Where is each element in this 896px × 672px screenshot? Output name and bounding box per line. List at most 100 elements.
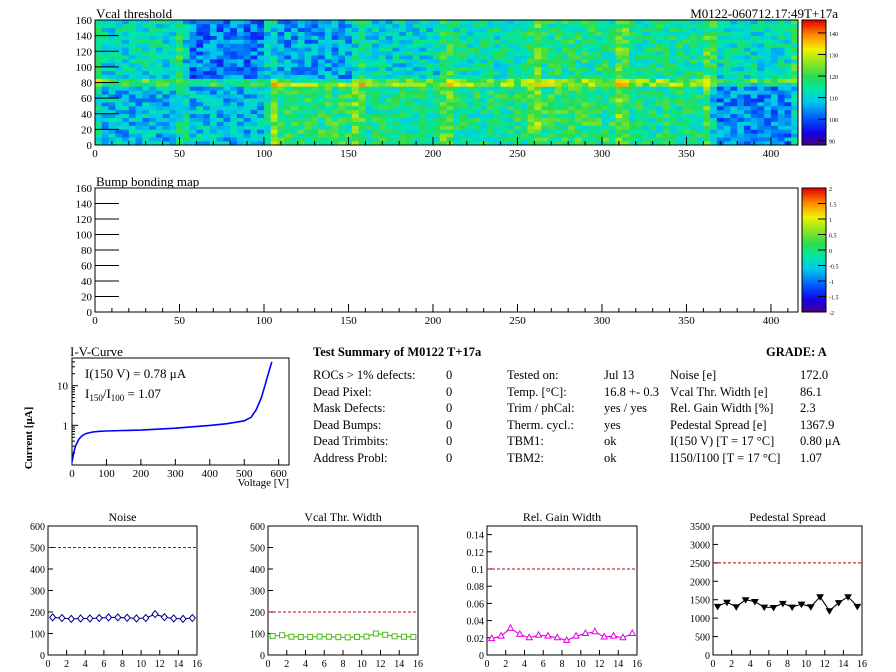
- vcal-cell: [784, 20, 792, 25]
- x-tick-label: 2: [503, 659, 508, 670]
- vcal-cell: [365, 35, 373, 40]
- x-tick-label: 300: [594, 315, 611, 327]
- vcal-cell: [358, 117, 366, 122]
- vcal-cell: [568, 141, 576, 146]
- vcal-cell: [656, 94, 664, 99]
- vcal-cell: [378, 113, 386, 118]
- vcal-cell: [730, 23, 738, 29]
- vcal-cell: [439, 141, 447, 146]
- vcal-cell: [561, 117, 569, 122]
- vcal-cell: [656, 47, 664, 52]
- vcal-cell: [257, 133, 265, 138]
- vcal-cell: [108, 51, 116, 56]
- vcal-cell: [182, 102, 190, 107]
- vcal-cell: [304, 70, 312, 75]
- vcal-cell: [291, 66, 299, 72]
- vcal-cell: [230, 23, 238, 29]
- small-plot-frame: [712, 525, 863, 656]
- vcal-cell: [297, 35, 305, 40]
- vcal-cell: [710, 86, 718, 91]
- data-point: [732, 604, 741, 611]
- vcal-cell: [507, 141, 515, 146]
- vcal-cell: [95, 98, 103, 103]
- vcal-cell: [155, 27, 163, 33]
- vcal-cell: [446, 35, 454, 40]
- vcal-cell: [291, 47, 299, 52]
- vcal-cell: [182, 35, 190, 40]
- vcal-cell: [108, 102, 116, 107]
- vcal-cell: [378, 59, 386, 64]
- vcal-cell: [777, 51, 785, 56]
- vcal-cell: [223, 23, 231, 29]
- vcal-cell: [764, 90, 772, 95]
- vcal-cell: [439, 59, 447, 64]
- vcal-cell: [635, 82, 643, 87]
- vcal-cell: [385, 59, 393, 64]
- vcal-cell: [351, 133, 359, 138]
- vcal-cell: [412, 78, 420, 83]
- colorbar-band: [802, 277, 826, 281]
- vcal-cell: [142, 82, 150, 87]
- vcal-cell: [493, 125, 501, 130]
- vcal-cell: [527, 20, 535, 25]
- vcal-cell: [108, 121, 116, 126]
- vcal-cell: [142, 129, 150, 134]
- vcal-cell: [101, 47, 109, 52]
- vcal-cell: [399, 102, 407, 107]
- vcal-cell: [426, 94, 434, 99]
- vcal-cell: [182, 109, 190, 115]
- vcal-cell: [547, 55, 555, 60]
- vcal-cell: [230, 113, 238, 118]
- colorbar-band: [802, 230, 826, 234]
- vcal-cell: [547, 51, 555, 56]
- vcal-cell: [385, 43, 393, 48]
- vcal-cell: [595, 62, 603, 68]
- vcal-cell: [750, 82, 758, 87]
- vcal-cell: [777, 62, 785, 68]
- vcal-cell: [608, 105, 616, 111]
- vcal-cell: [547, 113, 555, 118]
- vcal-cell: [764, 59, 772, 64]
- vcal-cell: [128, 55, 136, 60]
- vcal-cell: [128, 47, 136, 52]
- vcal-cell: [351, 141, 359, 146]
- vcal-cell: [399, 125, 407, 130]
- vcal-cell: [642, 59, 650, 64]
- vcal-cell: [412, 113, 420, 118]
- vcal-cell: [743, 20, 751, 25]
- vcal-cell: [554, 27, 562, 33]
- vcal-cell: [635, 113, 643, 118]
- vcal-cell: [311, 109, 319, 115]
- vcal-cell: [622, 137, 630, 142]
- vcal-cell: [487, 105, 495, 111]
- vcal-cell: [520, 27, 528, 33]
- vcal-cell: [263, 43, 272, 48]
- vcal-cell: [189, 47, 197, 52]
- defect-label: Dead Pixel:: [313, 384, 372, 399]
- vcal-cell: [520, 74, 528, 79]
- vcal-cell: [514, 125, 522, 130]
- x-tick-label: 400: [763, 148, 780, 160]
- vcal-cell: [757, 94, 765, 99]
- vcal-cell: [716, 102, 724, 107]
- vcal-cell: [520, 94, 528, 99]
- vcal-cell: [622, 141, 630, 146]
- vcal-cell: [439, 23, 447, 29]
- vcal-cell: [95, 129, 103, 134]
- vcal-cell: [750, 74, 758, 79]
- vcal-cell: [101, 66, 109, 72]
- vcal-cell: [466, 98, 474, 103]
- vcal-cell: [757, 86, 765, 91]
- vcal-cell: [196, 102, 204, 107]
- vcal-cell: [95, 86, 103, 91]
- vcal-cell: [487, 102, 495, 107]
- vcal-cell: [493, 133, 501, 138]
- vcal-cell: [757, 98, 765, 103]
- vcal-cell: [155, 31, 163, 36]
- vcal-cell: [385, 20, 393, 25]
- vcal-cell: [385, 74, 393, 79]
- vcal-cell: [365, 117, 373, 122]
- vcal-cell: [791, 109, 799, 115]
- vcal-cell: [128, 66, 136, 72]
- vcal-cell: [568, 66, 576, 72]
